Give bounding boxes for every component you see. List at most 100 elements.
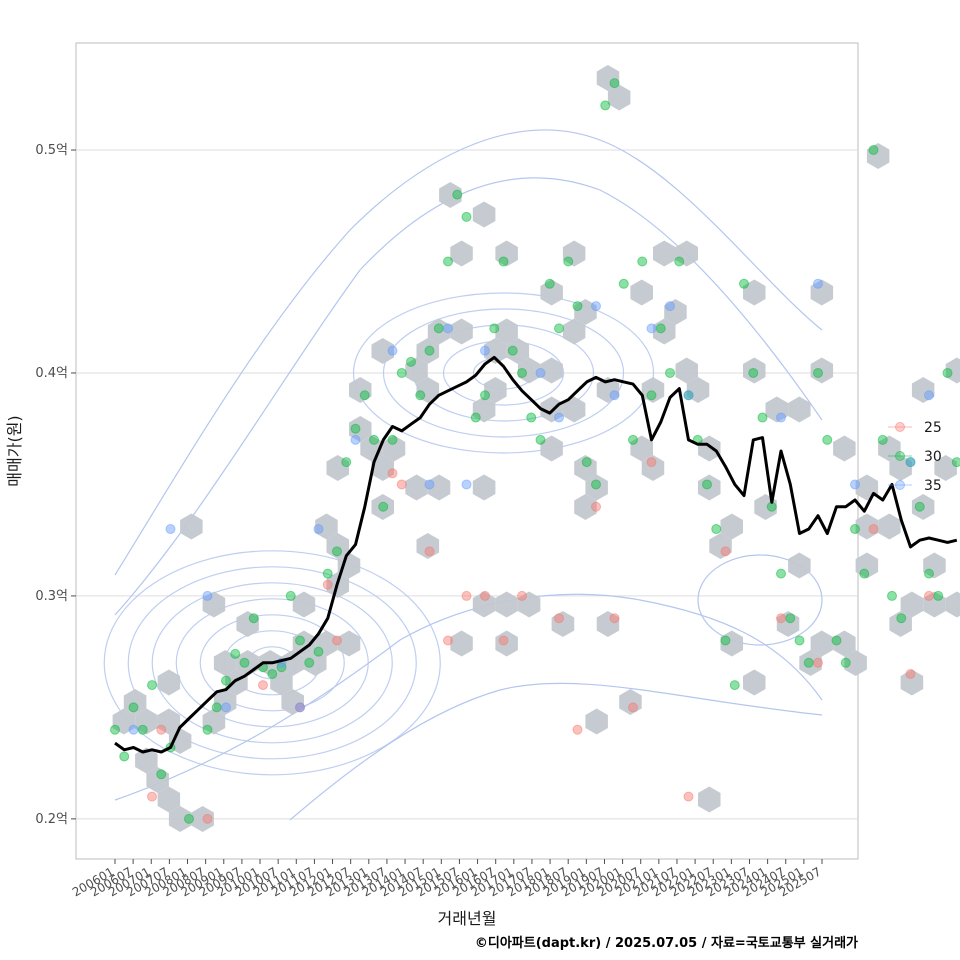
data-point-30	[933, 590, 944, 601]
hexbin-cell	[675, 240, 698, 267]
data-point-30	[609, 78, 620, 89]
data-point-25	[868, 524, 879, 535]
hexbin-cell	[337, 552, 361, 579]
data-point-30	[322, 568, 333, 579]
data-point-30	[729, 680, 740, 691]
hexbin-cell	[551, 611, 575, 637]
data-point-35	[221, 702, 231, 713]
hexbin-cell	[472, 201, 496, 228]
hexbin-cell	[506, 338, 530, 364]
data-point-30	[248, 613, 259, 624]
density-contour	[114, 177, 823, 616]
x-axis-ticks: 2006012006072007012007072008012008072009…	[70, 859, 824, 900]
data-point-30	[748, 367, 759, 378]
hexbin-cell	[371, 494, 394, 520]
data-point-30	[480, 390, 490, 401]
data-point-30	[285, 590, 296, 601]
data-point-35	[776, 412, 786, 423]
density-contours	[103, 129, 823, 821]
density-contour	[127, 566, 417, 760]
data-point-35	[591, 301, 601, 312]
hexbin-cell	[799, 650, 822, 676]
data-point-30	[887, 590, 897, 601]
data-point-35	[461, 479, 472, 490]
data-point-30	[517, 367, 527, 378]
hexbin-cell	[810, 630, 834, 657]
data-point-30	[526, 412, 537, 423]
hexbin-cell	[135, 708, 158, 735]
data-point-35	[905, 457, 916, 468]
data-point-30	[637, 256, 648, 267]
data-point-30	[295, 635, 305, 646]
hexbin-cell	[270, 669, 293, 696]
data-point-25	[498, 635, 509, 646]
data-point-30	[702, 479, 712, 490]
data-point-30	[359, 390, 370, 401]
data-point-30	[424, 345, 435, 356]
hexbin-cell	[292, 591, 316, 618]
data-point-30	[646, 390, 657, 401]
hexbin-cell	[585, 474, 608, 501]
hexbin-cell	[855, 474, 879, 501]
caption: ©디아파트(dapt.kr) / 2025.07.05 / 자료=국토교통부 실…	[475, 935, 858, 951]
hexbin-cell	[562, 240, 586, 267]
hexbin-cell	[833, 435, 856, 462]
data-point-35	[609, 390, 620, 401]
data-point-30	[591, 479, 601, 490]
hexbin-cell	[213, 650, 237, 676]
hexbin-cell	[686, 377, 710, 403]
data-point-25	[480, 590, 490, 601]
data-point-30	[110, 724, 120, 735]
data-point-25	[387, 468, 398, 479]
data-point-30	[840, 657, 851, 668]
data-point-30	[813, 367, 823, 378]
data-point-30	[628, 434, 638, 445]
hexbin-cell	[900, 591, 924, 618]
data-point-25	[683, 791, 694, 802]
hexbin-cell	[698, 786, 721, 813]
hexbin-cell	[878, 435, 901, 462]
hexbin-cell	[788, 552, 811, 579]
data-point-30	[128, 702, 139, 713]
data-point-30	[313, 646, 324, 657]
data-point-30	[396, 367, 407, 378]
data-point-30	[794, 635, 805, 646]
hexbin-cell	[596, 65, 620, 91]
hexbin-cell	[911, 494, 935, 520]
hexbin-cell	[776, 611, 800, 637]
data-point-30	[877, 434, 888, 445]
data-point-35	[665, 301, 675, 312]
hexbin-cell	[371, 338, 394, 364]
data-point-30	[332, 546, 342, 557]
data-point-30	[951, 457, 960, 468]
density-contour	[199, 614, 345, 712]
hexbin-cell	[416, 338, 440, 364]
data-point-30	[147, 680, 157, 691]
data-point-35	[350, 434, 361, 445]
density-contour	[103, 550, 441, 776]
hexbin-cell	[495, 318, 518, 345]
data-point-30	[415, 390, 426, 401]
density-contour	[289, 682, 823, 821]
data-point-30	[267, 668, 278, 679]
data-point-30	[341, 457, 352, 468]
data-point-30	[387, 434, 398, 445]
hexbin-cell	[495, 240, 518, 267]
data-point-30	[924, 568, 934, 579]
data-point-30	[868, 145, 879, 156]
data-point-30	[378, 501, 389, 512]
x-axis-title: 거래년월	[438, 909, 497, 928]
data-point-25	[443, 635, 453, 646]
data-point-30	[776, 568, 786, 579]
hexbin-cell	[596, 611, 620, 637]
data-point-25	[720, 546, 731, 557]
data-point-30	[822, 434, 833, 445]
hexbin-cell	[146, 767, 169, 793]
hexbin-cell	[562, 318, 586, 345]
hexbin-cell	[168, 806, 192, 832]
data-point-30	[850, 524, 860, 535]
density-contour	[697, 554, 823, 646]
trend-line	[114, 355, 958, 754]
hexbin-cell	[698, 435, 721, 462]
data-point-30	[221, 675, 231, 686]
